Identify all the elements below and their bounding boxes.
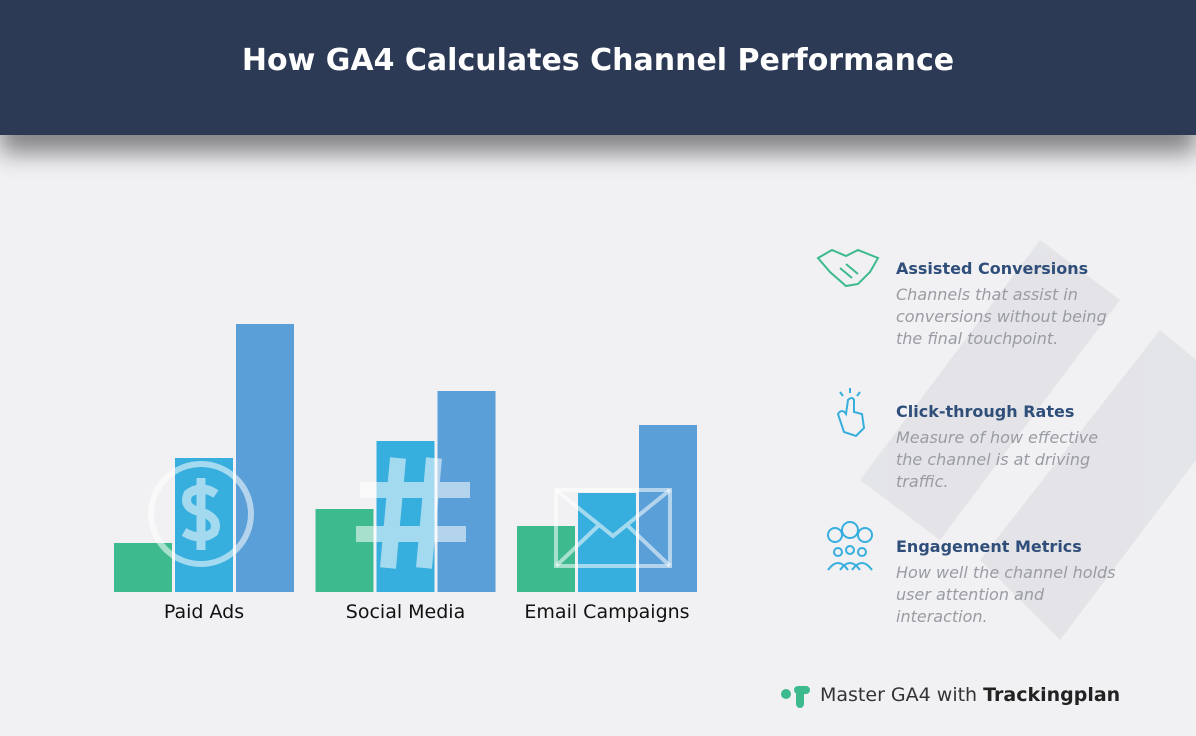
dollar-icon xyxy=(148,461,254,567)
title: How GA4 Calculates Channel Performance xyxy=(241,43,955,78)
header: How GA4 Calculates Channel Performance xyxy=(0,0,1196,135)
bar xyxy=(236,324,294,592)
feature: Engagement Metrics How well the channel … xyxy=(896,537,1126,628)
bar xyxy=(517,526,575,592)
footer-prefix: Master GA4 with xyxy=(820,684,978,706)
feature-description: Channels that assist in conversions with… xyxy=(896,285,1107,348)
hash-icon xyxy=(356,457,470,569)
feature-title: Assisted Conversions xyxy=(896,259,1089,278)
footer: Master GA4 with Trackingplan xyxy=(820,684,1120,706)
bar xyxy=(578,493,636,592)
x-tick-label: Social Media xyxy=(346,601,465,623)
x-tick-label: Paid Ads xyxy=(164,601,244,623)
bar xyxy=(315,509,374,592)
bar xyxy=(114,543,172,592)
mail-icon xyxy=(554,488,672,568)
feature-description: How well the channel holds user attentio… xyxy=(896,563,1116,626)
feature-description: Measure of how effective the channel is … xyxy=(896,428,1099,491)
footer-brand: Trackingplan xyxy=(983,684,1121,706)
mail-icon xyxy=(554,488,672,568)
feature-title: Engagement Metrics xyxy=(896,537,1082,556)
feature-title: Click-through Rates xyxy=(896,402,1075,421)
feature: Assisted Conversions Channels that assis… xyxy=(896,259,1126,350)
dollar-icon xyxy=(181,478,220,550)
background-decoration xyxy=(860,240,1196,640)
x-tick-label: Email Campaigns xyxy=(524,601,689,623)
bar-icons xyxy=(148,457,672,569)
feature: Click-through Rates Measure of how effec… xyxy=(896,402,1126,493)
